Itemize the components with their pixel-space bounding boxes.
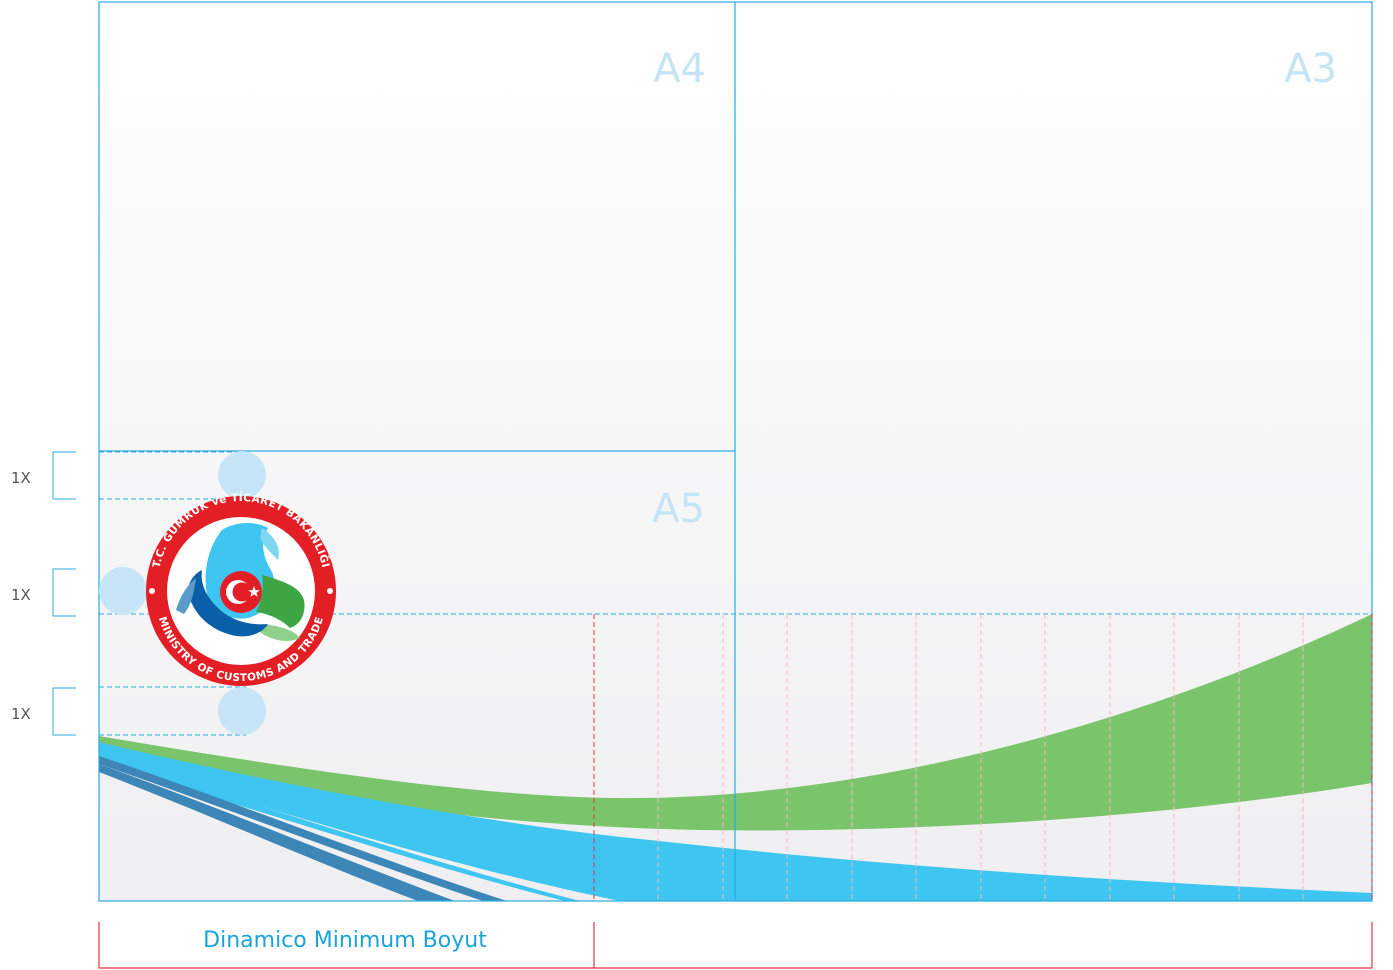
seal-dot-right [327, 588, 333, 594]
spacing-label: 1X [11, 705, 31, 723]
dimension-markers [98, 922, 1373, 969]
clearance-circle-top [218, 451, 266, 499]
emblem-light-green-leaf [260, 624, 300, 641]
emblem-teal-curl [260, 528, 279, 560]
seal-emblem [176, 523, 305, 641]
spacing-bracket [52, 687, 76, 736]
emblem-dark-blue-swirl [188, 570, 268, 637]
a5-label: A5 [652, 486, 705, 532]
emblem-green-leaf [256, 575, 305, 628]
spacing-bracket [52, 451, 76, 500]
star-icon [248, 586, 260, 597]
spacing-brackets [52, 451, 76, 736]
green-swoosh [99, 614, 1372, 831]
spacing-bracket [52, 568, 76, 617]
dark-blue-stripe-1 [99, 756, 507, 901]
emblem-steel-blue-leaf [176, 578, 196, 614]
spacing-label: 1X [11, 586, 31, 604]
thin-blue-stripe [99, 758, 580, 901]
clearance-circle-left [99, 567, 147, 615]
crescent-inner [232, 582, 252, 602]
clearance-circle-bottom [218, 687, 266, 735]
seal-dot-left [149, 588, 155, 594]
dimension-label: Dinamico Minimum Boyut [203, 928, 487, 953]
a4-label: A4 [653, 46, 706, 92]
a3-label: A3 [1284, 46, 1337, 92]
dark-blue-stripe-2 [99, 764, 455, 901]
ministry-logo: T.C. GÜMRÜK ve TİCARET BAKANLIĞI MINISTR… [146, 490, 336, 686]
clearance-circles [99, 451, 266, 735]
spacing-label: 1X [11, 469, 31, 487]
